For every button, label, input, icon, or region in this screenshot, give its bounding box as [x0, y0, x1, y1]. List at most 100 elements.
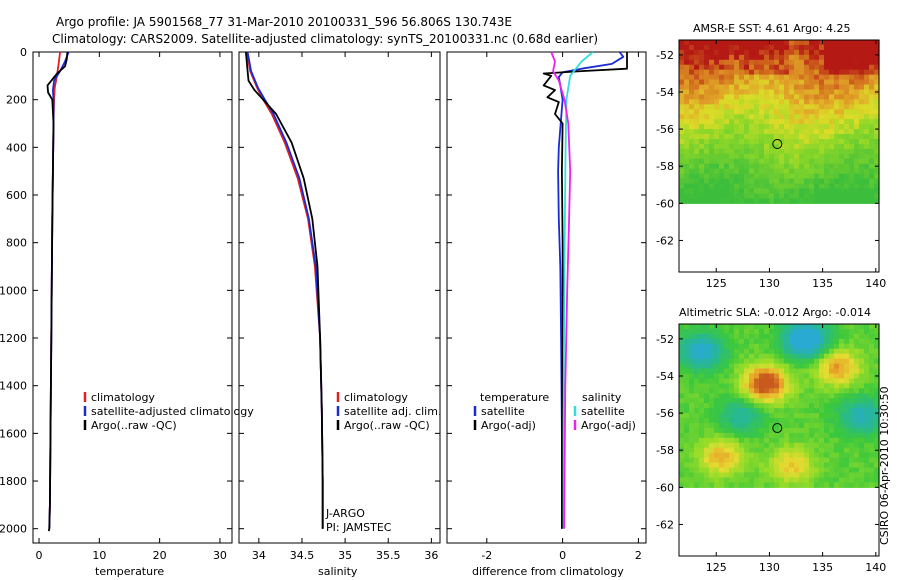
- map-cell: [844, 153, 850, 160]
- map-cell: [824, 398, 830, 404]
- map-cell: [789, 333, 795, 340]
- map-cell: [844, 124, 850, 130]
- map-cell: [699, 188, 705, 195]
- map-cell: [774, 79, 780, 86]
- map-cell: [739, 40, 745, 46]
- map-cell: [799, 89, 805, 96]
- map-cell: [749, 104, 755, 110]
- map-cell: [849, 383, 855, 389]
- map-cell: [729, 373, 735, 380]
- map-cell: [724, 143, 730, 150]
- map-cell: [809, 338, 815, 345]
- map-cell: [859, 457, 865, 464]
- map-cell: [854, 432, 860, 439]
- map-cell: [839, 64, 845, 71]
- map-cell: [849, 368, 855, 375]
- map-cell: [759, 168, 765, 175]
- map-cell: [849, 338, 855, 345]
- map-cell: [769, 89, 775, 96]
- map-cell: [824, 193, 830, 199]
- map-cell: [759, 432, 765, 439]
- map-cell: [704, 69, 710, 76]
- map-cell: [749, 398, 755, 404]
- map-cell: [759, 324, 765, 330]
- map-cell: [849, 467, 855, 474]
- map-cell: [784, 74, 790, 81]
- map-cell: [874, 437, 880, 444]
- map-cell: [784, 158, 790, 165]
- map-cell: [744, 104, 750, 110]
- map-cell: [859, 89, 865, 96]
- map-cell: [739, 358, 745, 365]
- map-cell: [734, 328, 740, 335]
- map-cell: [844, 447, 850, 454]
- map-cell: [724, 49, 730, 56]
- map-cell: [714, 328, 720, 335]
- map-cell: [754, 69, 760, 76]
- map-cell: [789, 104, 795, 110]
- map-cell: [684, 343, 690, 350]
- map-cell: [679, 109, 685, 115]
- map-cell: [849, 119, 855, 125]
- map-cell: [809, 69, 815, 76]
- map-cell: [789, 447, 795, 454]
- map-cell: [704, 143, 710, 150]
- map-cell: [764, 114, 770, 120]
- map-cell: [824, 477, 830, 483]
- map-cell: [814, 143, 820, 150]
- map-cell: [769, 168, 775, 175]
- map-cell: [764, 403, 770, 409]
- map-cell: [774, 338, 780, 345]
- map-cell: [809, 158, 815, 165]
- map-cell: [804, 343, 810, 350]
- map-cell: [769, 183, 775, 190]
- map-cell: [774, 173, 780, 180]
- map-cell: [849, 363, 855, 370]
- map-cell: [679, 193, 685, 199]
- map-cell: [814, 94, 820, 100]
- map-cell: [809, 79, 815, 86]
- map-cell: [744, 168, 750, 175]
- map-cell: [699, 178, 705, 185]
- map-cell: [829, 79, 835, 86]
- map-cell: [729, 74, 735, 81]
- map-cell: [759, 388, 765, 394]
- map-cell: [759, 143, 765, 150]
- map-cell: [774, 388, 780, 394]
- map-cell: [709, 49, 715, 56]
- map-cell: [729, 89, 735, 96]
- map-cell: [824, 482, 830, 488]
- map-cell: [694, 437, 700, 444]
- map-cell: [724, 124, 730, 130]
- map-cell: [719, 324, 725, 330]
- map-cell: [749, 373, 755, 380]
- map-cell: [819, 442, 825, 449]
- map-cell: [739, 432, 745, 439]
- map-cell: [864, 134, 870, 140]
- map-cell: [774, 378, 780, 384]
- map-cell: [769, 134, 775, 140]
- map-cell: [829, 348, 835, 355]
- map-cell: [789, 472, 795, 479]
- map-cell: [844, 373, 850, 380]
- map-cell: [724, 163, 730, 170]
- map-cell: [829, 472, 835, 479]
- map-cell: [804, 373, 810, 380]
- map-cell: [874, 134, 880, 140]
- map-cell: [844, 109, 850, 115]
- map-cell: [749, 158, 755, 165]
- map-cell: [729, 148, 735, 155]
- map-cell: [784, 408, 790, 414]
- map-cell: [874, 427, 880, 434]
- map-cell: [844, 89, 850, 96]
- map-cell: [809, 452, 815, 459]
- map-cell: [764, 119, 770, 125]
- map-cell: [704, 84, 710, 91]
- map-cell: [699, 104, 705, 110]
- salinity-x-tick-label: 35: [338, 549, 352, 562]
- map-cell: [729, 109, 735, 115]
- map-cell: [779, 178, 785, 185]
- map-cell: [874, 408, 880, 414]
- map-cell: [834, 348, 840, 355]
- map-cell: [744, 148, 750, 155]
